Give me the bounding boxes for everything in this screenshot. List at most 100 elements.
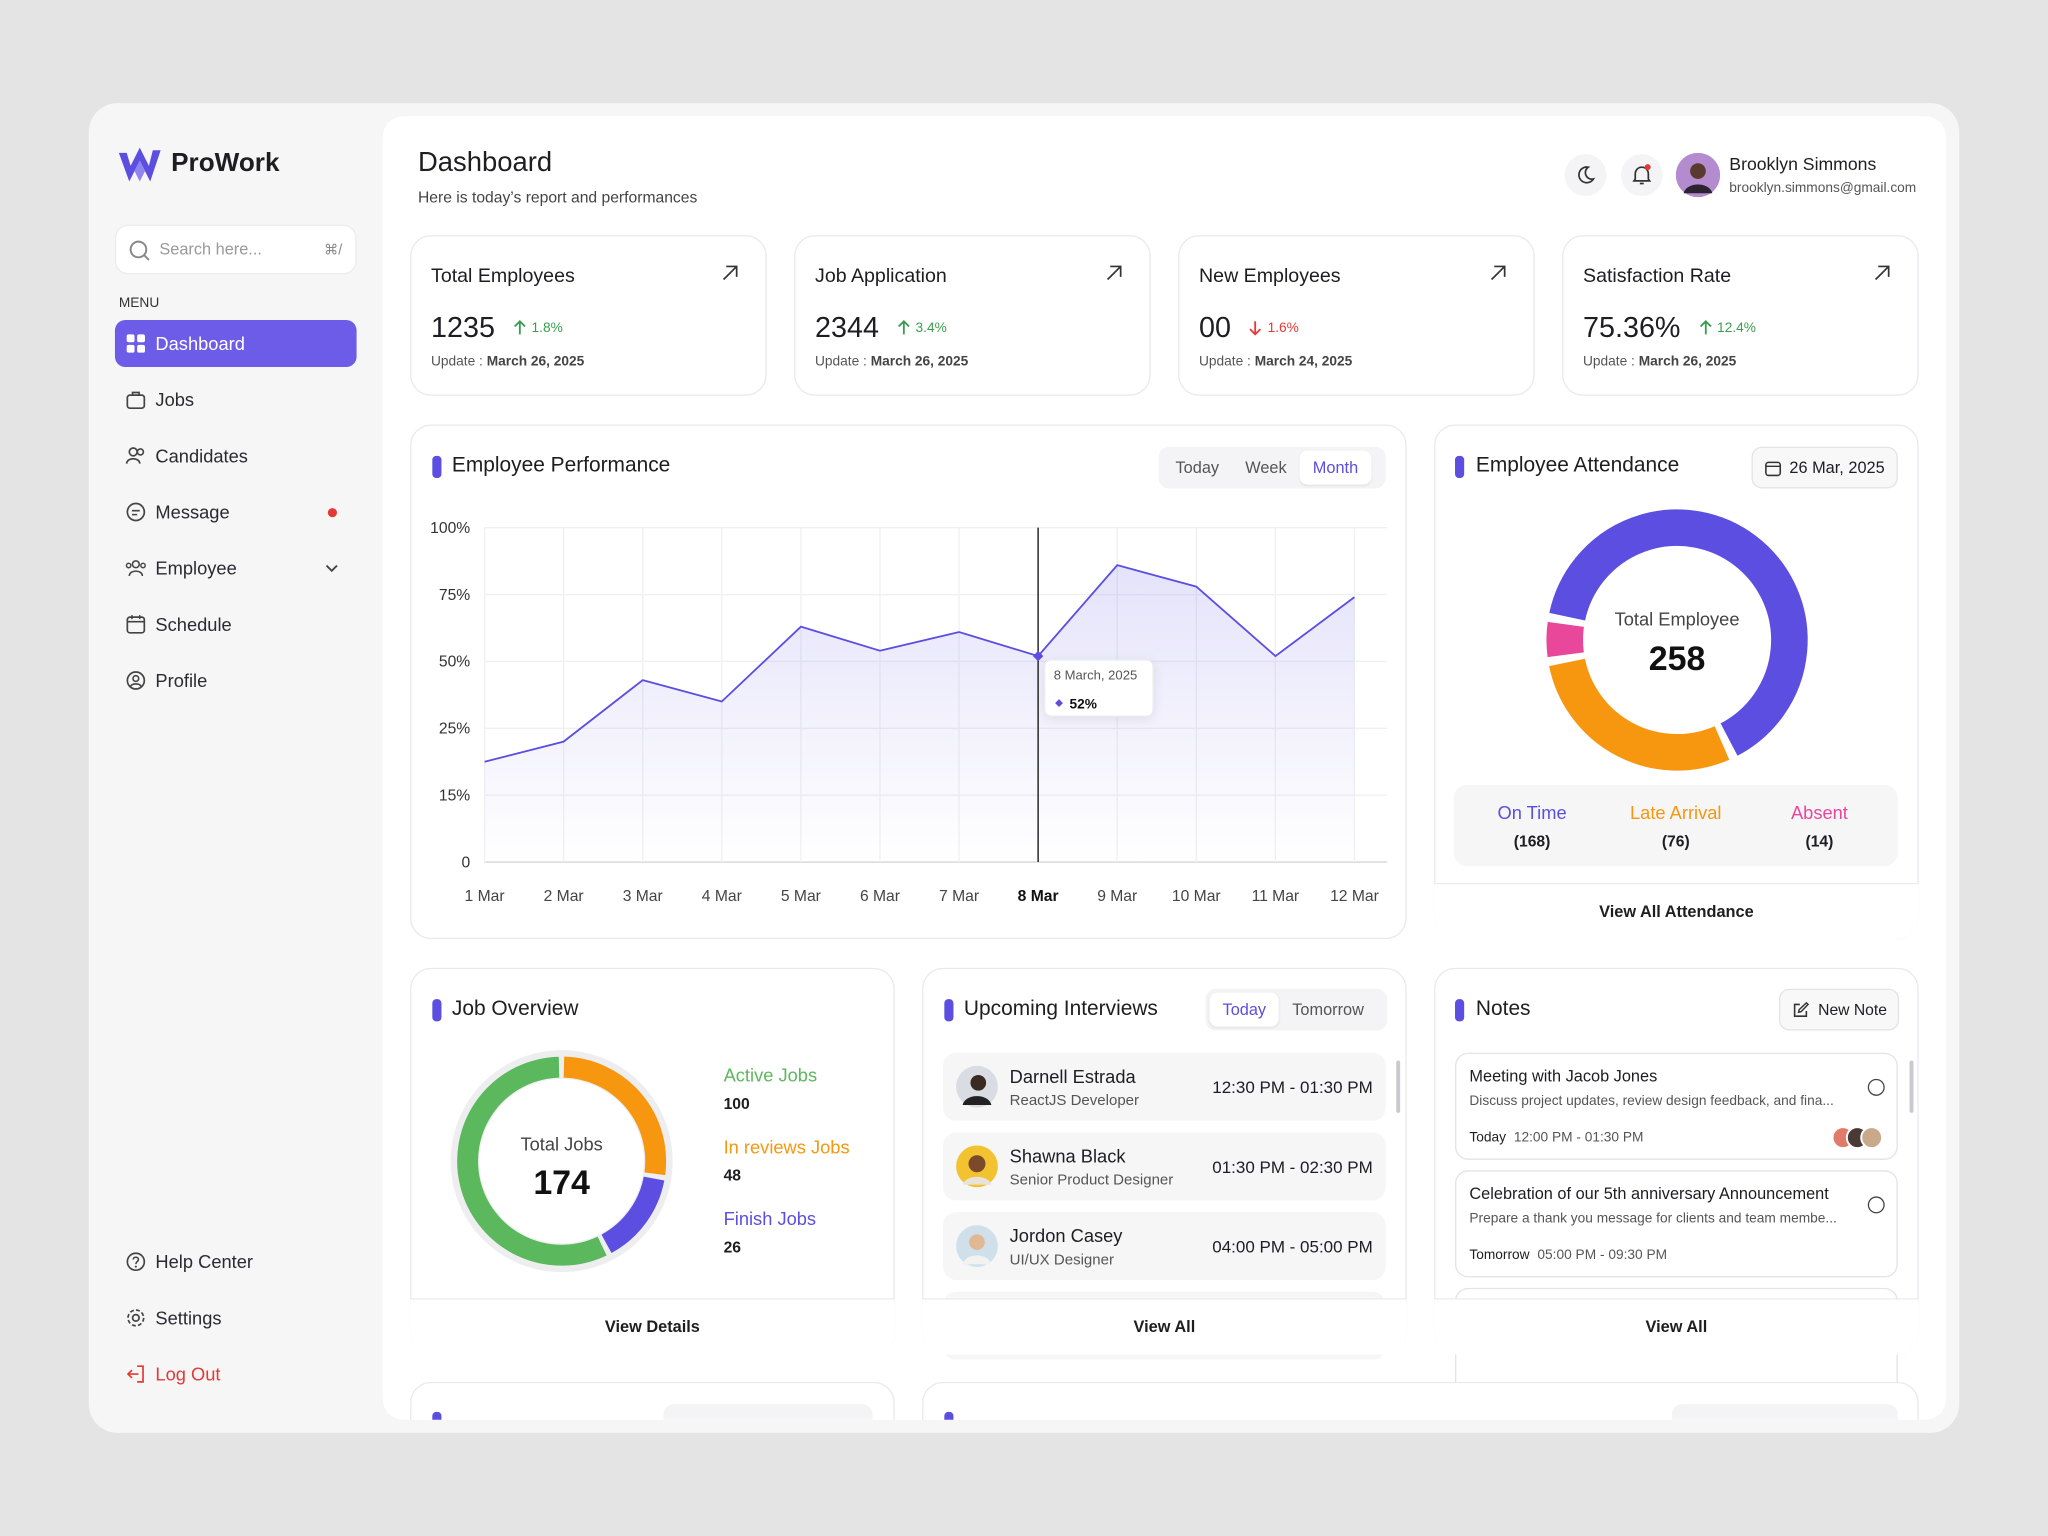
menu-item[interactable]: Message — [115, 488, 357, 535]
line — [484, 564, 1355, 763]
stat-value-row: 2344 3.4% — [815, 311, 947, 345]
icon-shape — [128, 447, 138, 457]
y-tick-label: 0 — [461, 854, 470, 871]
donut-center-label: Total Employee — [1615, 609, 1740, 630]
stat-change-text: 12.4% — [1717, 320, 1756, 336]
tab[interactable]: Today — [1209, 992, 1280, 1027]
icon-shape — [136, 448, 145, 456]
y-tick-label: 15% — [439, 787, 470, 804]
notifications-button[interactable] — [1620, 154, 1663, 196]
logo-shape — [118, 147, 161, 182]
title-accent — [432, 999, 442, 1022]
legend-label: Active Jobs — [723, 1064, 818, 1086]
card-title: Employee Performance — [451, 454, 671, 477]
menu-item[interactable]: Log Out — [115, 1351, 357, 1398]
donut-segment — [1546, 621, 1585, 658]
job-donut: Total Jobs 174 — [450, 1050, 673, 1273]
tab[interactable]: Tomorrow — [1292, 1000, 1364, 1019]
interview-item[interactable]: Shawna Black Senior Product Designer 01:… — [943, 1132, 1386, 1201]
menu-item[interactable]: Settings — [115, 1294, 357, 1341]
menu-icon — [126, 1365, 144, 1383]
updated-date: March 24, 2025 — [1254, 353, 1353, 370]
tab[interactable]: Month — [1299, 450, 1372, 485]
menu-text: Schedule — [155, 613, 232, 635]
icon-shape — [137, 1365, 144, 1383]
menu-item[interactable]: Dashboard — [114, 320, 357, 368]
stat-value: 2344 — [815, 310, 879, 344]
note-item[interactable]: Meeting with Jacob Jones Discuss project… — [1455, 1052, 1898, 1160]
icon-shape — [513, 320, 526, 335]
x-tick-label: 5 Mar — [781, 888, 821, 905]
title-accent — [1455, 455, 1465, 479]
stat-change: 1.8% — [513, 320, 563, 336]
menu-item[interactable]: Jobs — [115, 376, 357, 423]
page-title: Dashboard — [417, 147, 553, 178]
icon-shape — [131, 560, 141, 569]
hover-point — [1032, 650, 1044, 662]
icon-shape — [143, 254, 150, 261]
notification-dot — [327, 508, 337, 518]
content-inner: Dashboard Here is today’s report and per… — [383, 116, 1946, 1420]
user-email: brooklyn.simmons@gmail.com — [1729, 180, 1917, 196]
view-all-interviews[interactable]: View All — [922, 1298, 1407, 1355]
menu-item[interactable]: Profile — [115, 657, 357, 704]
user-avatar[interactable] — [1675, 152, 1721, 198]
view-all-attendance[interactable]: View All Attendance — [1434, 882, 1919, 940]
note-description: Discuss project updates, review design f… — [1469, 1093, 1834, 1109]
stat-title: Total Employees — [431, 265, 575, 288]
menu-icon — [125, 447, 145, 464]
menu-item[interactable]: Schedule — [115, 601, 357, 648]
stat-value-row: 00 1.6% — [1199, 311, 1299, 345]
stat-change: 1.6% — [1249, 320, 1299, 336]
view-all-notes[interactable]: View All — [1434, 1298, 1919, 1355]
theme-toggle[interactable] — [1564, 154, 1607, 196]
view-details[interactable]: View Details — [410, 1298, 895, 1355]
new-note-button[interactable]: New Note — [1778, 988, 1900, 1031]
stat-change: 12.4% — [1699, 320, 1756, 336]
open-icon[interactable] — [721, 264, 739, 282]
tab[interactable]: Today — [1175, 458, 1220, 477]
legend-value: (14) — [1805, 832, 1834, 851]
open-icon[interactable] — [1105, 264, 1123, 282]
menu-item[interactable]: Help Center — [115, 1238, 357, 1285]
donut-segment — [1549, 658, 1730, 771]
avatar-body — [962, 1096, 992, 1105]
open-icon[interactable] — [1489, 264, 1507, 282]
button-text: New Note — [1818, 1000, 1887, 1019]
x-tick-label: 3 Mar — [623, 888, 663, 905]
tooltip-marker — [1055, 699, 1063, 708]
stat-change: 3.4% — [897, 320, 947, 336]
card-title: Employee Attendance — [1475, 454, 1680, 477]
interview-time: 01:30 PM - 02:30 PM — [1212, 1157, 1373, 1177]
note-item[interactable]: Celebration of our 5th anniversary Annou… — [1455, 1170, 1898, 1278]
search-box[interactable]: Search here... ⌘/ — [114, 224, 357, 275]
candidate-name: Jordon Casey — [1009, 1225, 1123, 1247]
menu-item[interactable]: Employee — [115, 545, 357, 592]
title-accent — [944, 999, 954, 1022]
date-picker[interactable]: 26 Mar, 2025 — [1751, 446, 1898, 489]
avatar — [956, 1225, 998, 1267]
menu-label: MENU — [118, 295, 160, 311]
icon-shape — [722, 265, 738, 281]
note-checkbox[interactable] — [1867, 1078, 1885, 1096]
note-checkbox[interactable] — [1867, 1196, 1885, 1214]
stat-title: Job Application — [815, 265, 947, 288]
icon-shape — [127, 1309, 145, 1327]
stat-updated: Update : March 24, 2025 — [1199, 354, 1352, 370]
avatar-body — [1683, 184, 1713, 194]
icon-shape — [137, 334, 145, 343]
menu-icon — [126, 1252, 146, 1272]
scrollbar[interactable] — [1396, 1060, 1401, 1113]
menu-item[interactable]: Candidates — [115, 432, 357, 479]
tab[interactable]: Week — [1245, 458, 1287, 477]
x-tick-label: 9 Mar — [1097, 888, 1137, 905]
interview-item[interactable]: Jordon Casey UI/UX Designer 04:00 PM - 0… — [943, 1212, 1386, 1281]
icon-shape — [1797, 1001, 1809, 1013]
note-when: Tomorrow 05:00 PM - 09:30 PM — [1469, 1247, 1667, 1263]
interview-item[interactable]: Darnell Estrada ReactJS Developer 12:30 … — [943, 1052, 1386, 1121]
open-icon[interactable] — [1873, 264, 1891, 282]
stat-value-row: 75.36% 12.4% — [1583, 311, 1756, 345]
scrollbar[interactable] — [1909, 1060, 1914, 1113]
note-time: 05:00 PM - 09:30 PM — [1537, 1247, 1668, 1264]
